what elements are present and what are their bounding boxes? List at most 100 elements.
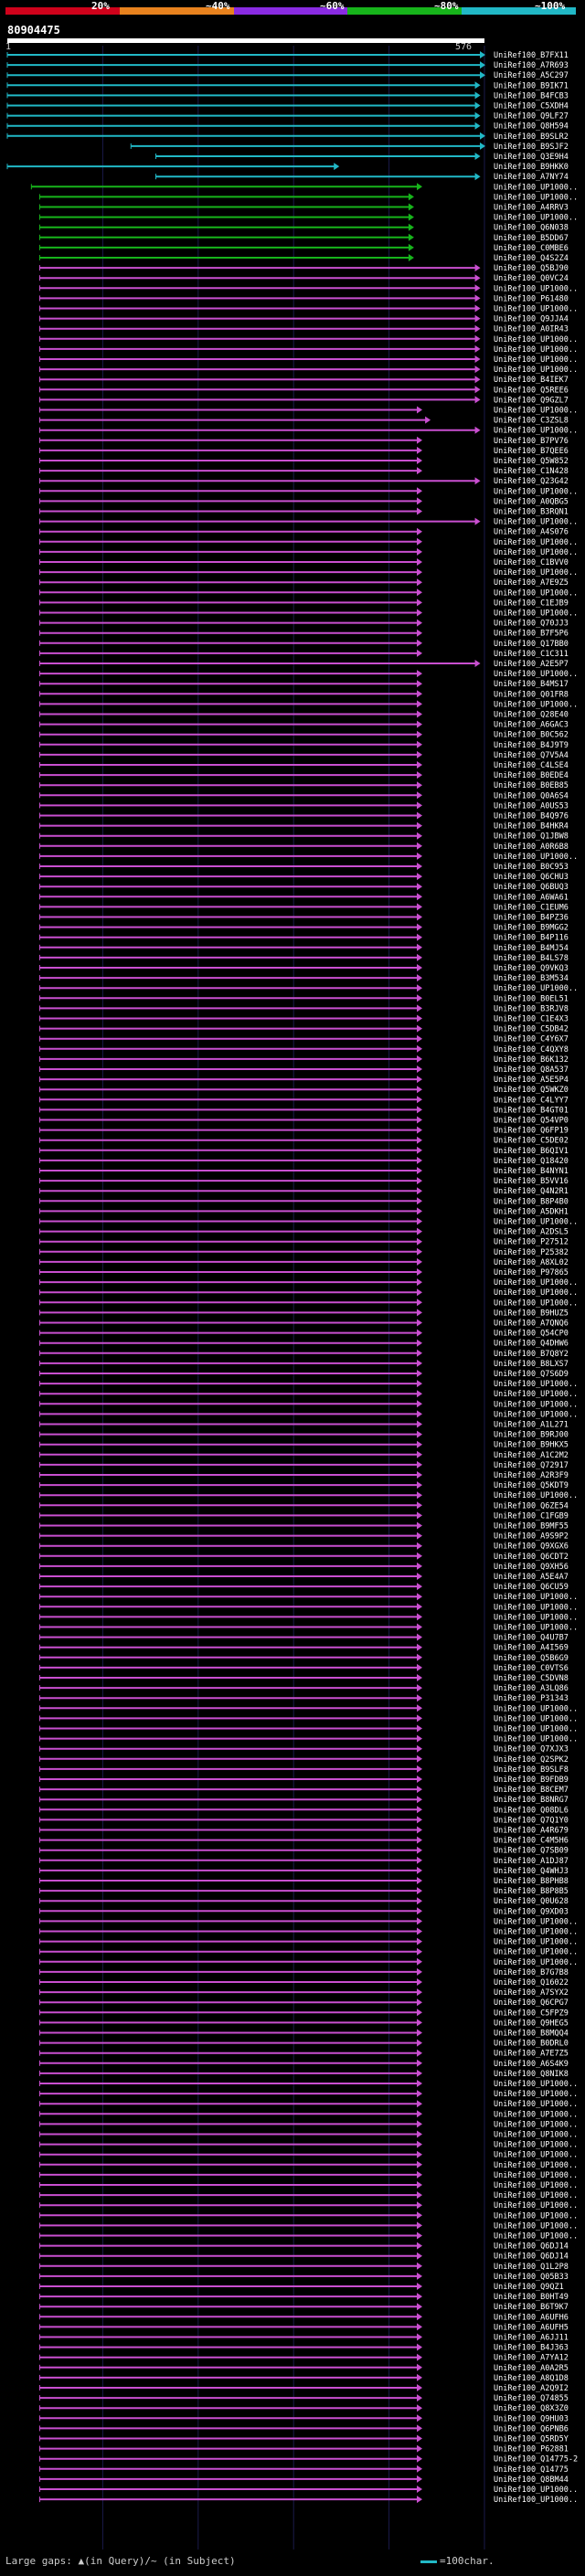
hit-label[interactable]: UniRef100_B8LXS7 <box>494 1360 569 1369</box>
hit-label[interactable]: UniRef100_B4MJ54 <box>494 944 569 953</box>
hit-label[interactable]: UniRef100_Q54VP0 <box>494 1117 569 1126</box>
hit-label[interactable]: UniRef100_Q9JJA4 <box>494 315 569 324</box>
hit-label[interactable]: UniRef100_A6S4K9 <box>494 2060 569 2069</box>
hit-label[interactable]: UniRef100_A6WA61 <box>494 893 569 902</box>
hit-label[interactable]: UniRef100_P97865 <box>494 1268 569 1277</box>
hit-label[interactable]: UniRef100_A6GAC3 <box>494 721 569 730</box>
hit-label[interactable]: UniRef100_Q6PNB6 <box>494 2424 569 2433</box>
hit-label[interactable]: UniRef100_Q05B33 <box>494 2273 569 2282</box>
hit-label[interactable]: UniRef100_UP1000.. <box>494 1400 578 1409</box>
hit-label[interactable]: UniRef100_Q8A537 <box>494 1065 569 1075</box>
hit-label[interactable]: UniRef100_A7E9Z5 <box>494 578 569 588</box>
hit-label[interactable]: UniRef100_Q14775 <box>494 2465 569 2475</box>
hit-label[interactable]: UniRef100_Q18420 <box>494 1157 569 1166</box>
hit-label[interactable]: UniRef100_UP1000.. <box>494 1958 578 1967</box>
hit-label[interactable]: UniRef100_C1N428 <box>494 467 569 476</box>
hit-label[interactable]: UniRef100_Q1JBW8 <box>494 832 569 842</box>
hit-label[interactable]: UniRef100_UP1000.. <box>494 345 578 355</box>
hit-label[interactable]: UniRef100_A1L271 <box>494 1421 569 1430</box>
hit-label[interactable]: UniRef100_C5DE02 <box>494 1137 569 1146</box>
hit-label[interactable]: UniRef100_UP1000.. <box>494 1299 578 1308</box>
hit-label[interactable]: UniRef100_UP1000.. <box>494 670 578 679</box>
hit-label[interactable]: UniRef100_Q6BUQ3 <box>494 883 569 892</box>
hit-label[interactable]: UniRef100_UP1000.. <box>494 1725 578 1734</box>
hit-label[interactable]: UniRef100_A2DSL5 <box>494 1228 569 1237</box>
hit-label[interactable]: UniRef100_UP1000.. <box>494 1593 578 1602</box>
hit-label[interactable]: UniRef100_C5XDH4 <box>494 102 569 111</box>
hit-label[interactable]: UniRef100_B4LS78 <box>494 954 569 963</box>
hit-label[interactable]: UniRef100_P61480 <box>494 294 569 303</box>
hit-label[interactable]: UniRef100_A0R6B8 <box>494 843 569 852</box>
hit-label[interactable]: UniRef100_A1DJ87 <box>494 1857 569 1866</box>
hit-label[interactable]: UniRef100_UP1000.. <box>494 2201 578 2210</box>
hit-label[interactable]: UniRef100_B8P8B5 <box>494 1887 569 1896</box>
hit-label[interactable]: UniRef100_Q0VC24 <box>494 274 569 283</box>
hit-label[interactable]: UniRef100_B3M534 <box>494 974 569 983</box>
hit-label[interactable]: UniRef100_B7PV76 <box>494 437 569 446</box>
hit-label[interactable]: UniRef100_C4QXY8 <box>494 1045 569 1055</box>
hit-label[interactable]: UniRef100_B4PZ36 <box>494 914 569 923</box>
hit-label[interactable]: UniRef100_UP1000.. <box>494 2151 578 2160</box>
hit-label[interactable]: UniRef100_Q4DHW6 <box>494 1340 569 1349</box>
hit-label[interactable]: UniRef100_UP1000.. <box>494 214 578 223</box>
hit-label[interactable]: UniRef100_B0EL51 <box>494 994 569 1003</box>
hit-label[interactable]: UniRef100_UP1000.. <box>494 427 578 436</box>
hit-label[interactable]: UniRef100_B6QIV1 <box>494 1147 569 1156</box>
hit-label[interactable]: UniRef100_A2Q9I2 <box>494 2384 569 2393</box>
hit-label[interactable]: UniRef100_UP1000.. <box>494 610 578 619</box>
hit-label[interactable]: UniRef100_A7NY74 <box>494 173 569 182</box>
hit-label[interactable]: UniRef100_B4IEK7 <box>494 376 569 385</box>
hit-label[interactable]: UniRef100_A2E5P7 <box>494 660 569 669</box>
hit-label[interactable]: UniRef100_B7Q8Y2 <box>494 1350 569 1359</box>
hit-label[interactable]: UniRef100_B0EB85 <box>494 781 569 790</box>
hit-label[interactable]: UniRef100_B4P116 <box>494 934 569 943</box>
hit-label[interactable]: UniRef100_Q3E9H4 <box>494 153 569 162</box>
hit-label[interactable]: UniRef100_Q8H594 <box>494 122 569 132</box>
hit-label[interactable]: UniRef100_Q5W852 <box>494 457 569 466</box>
hit-label[interactable]: UniRef100_Q5B6G9 <box>494 1654 569 1663</box>
hit-label[interactable]: UniRef100_A0QBG5 <box>494 497 569 506</box>
hit-label[interactable]: UniRef100_Q5BJ90 <box>494 264 569 273</box>
hit-label[interactable]: UniRef100_UP1000.. <box>494 2141 578 2150</box>
hit-label[interactable]: UniRef100_B4HKR4 <box>494 822 569 832</box>
hit-label[interactable]: UniRef100_C1EUM6 <box>494 903 569 912</box>
hit-label[interactable]: UniRef100_C5DVN8 <box>494 1674 569 1683</box>
hit-label[interactable]: UniRef100_Q9XGX6 <box>494 1542 569 1552</box>
hit-label[interactable]: UniRef100_Q5WKZ0 <box>494 1086 569 1095</box>
hit-label[interactable]: UniRef100_A5E4A7 <box>494 1573 569 1582</box>
hit-label[interactable]: UniRef100_A4RRV3 <box>494 204 569 213</box>
hit-label[interactable]: UniRef100_UP1000.. <box>494 2221 578 2231</box>
hit-label[interactable]: UniRef100_A0IR43 <box>494 325 569 334</box>
hit-label[interactable]: UniRef100_C4Y6X7 <box>494 1035 569 1044</box>
hit-label[interactable]: UniRef100_A7SYX2 <box>494 1988 569 1998</box>
hit-label[interactable]: UniRef100_Q08DL6 <box>494 1806 569 1815</box>
hit-label[interactable]: UniRef100_UP1000.. <box>494 984 578 993</box>
hit-label[interactable]: UniRef100_A9S9P2 <box>494 1532 569 1542</box>
hit-label[interactable]: UniRef100_UP1000.. <box>494 335 578 345</box>
hit-label[interactable]: UniRef100_UP1000.. <box>494 2090 578 2099</box>
hit-label[interactable]: UniRef100_Q9LF27 <box>494 112 569 122</box>
hit-label[interactable]: UniRef100_Q9QZ1 <box>494 2283 564 2292</box>
hit-label[interactable]: UniRef100_A8XL02 <box>494 1258 569 1267</box>
hit-label[interactable]: UniRef100_B9HKK0 <box>494 163 569 172</box>
hit-label[interactable]: UniRef100_Q5RD5Y <box>494 2435 569 2444</box>
hit-label[interactable]: UniRef100_UP1000.. <box>494 193 578 202</box>
hit-label[interactable]: UniRef100_C4LYY7 <box>494 1096 569 1105</box>
hit-label[interactable]: UniRef100_Q54CP0 <box>494 1330 569 1339</box>
hit-label[interactable]: UniRef100_UP1000.. <box>494 1948 578 1957</box>
hit-label[interactable]: UniRef100_A4R679 <box>494 1827 569 1836</box>
hit-label[interactable]: UniRef100_UP1000.. <box>494 2171 578 2180</box>
hit-label[interactable]: UniRef100_B4NYN1 <box>494 1167 569 1176</box>
hit-label[interactable]: UniRef100_UP1000.. <box>494 1938 578 1947</box>
hit-label[interactable]: UniRef100_A6UFH5 <box>494 2323 569 2332</box>
hit-label[interactable]: UniRef100_Q2SPK2 <box>494 1755 569 1765</box>
hit-label[interactable]: UniRef100_B9IK71 <box>494 81 569 90</box>
hit-label[interactable]: UniRef100_B4J363 <box>494 2344 569 2353</box>
hit-label[interactable]: UniRef100_C0MBE6 <box>494 244 569 253</box>
hit-label[interactable]: UniRef100_Q6ZE54 <box>494 1501 569 1511</box>
hit-label[interactable]: UniRef100_Q6CU59 <box>494 1583 569 1592</box>
hit-label[interactable]: UniRef100_UP1000.. <box>494 2191 578 2200</box>
hit-label[interactable]: UniRef100_Q9GZL7 <box>494 396 569 405</box>
hit-label[interactable]: UniRef100_UP1000.. <box>494 548 578 557</box>
hit-label[interactable]: UniRef100_UP1000.. <box>494 1928 578 1937</box>
